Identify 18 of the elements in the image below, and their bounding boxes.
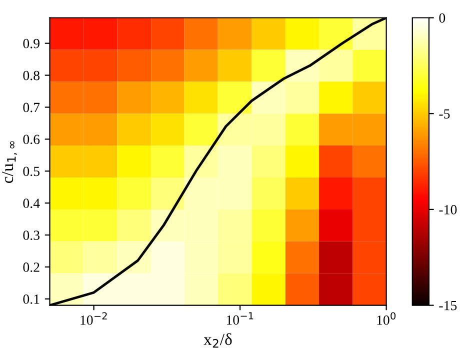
x-tick-label: 10$^{0}$ bbox=[377, 312, 396, 325]
x-tick-label: 10$^{−2}$ bbox=[80, 312, 107, 325]
y-tick-label: 0.3 bbox=[23, 230, 40, 240]
y-tick-label: 0.2 bbox=[23, 262, 40, 272]
x-tick-label: 10$^{−1}$ bbox=[226, 312, 254, 325]
color-bar-label: -5 bbox=[439, 109, 450, 119]
y-tick-label: 0.1 bbox=[23, 294, 40, 304]
y-tick-label: 0.8 bbox=[23, 70, 40, 80]
y-tick-label: 0.9 bbox=[23, 38, 40, 48]
y-tick-label: 0.4 bbox=[23, 198, 40, 208]
y-axis-title: c/u$_{1,∞}$ bbox=[2, 141, 18, 183]
color-bar-label: -15 bbox=[439, 300, 457, 310]
y-tick-label: 0.7 bbox=[23, 102, 40, 112]
y-tick-label: 0.5 bbox=[23, 166, 40, 176]
color-bar-label: 0 bbox=[439, 13, 446, 23]
y-tick-label: 0.6 bbox=[23, 134, 40, 144]
color-bar-label: -10 bbox=[439, 205, 457, 214]
x-axis-title: x$_{2}$/δ bbox=[204, 333, 232, 348]
